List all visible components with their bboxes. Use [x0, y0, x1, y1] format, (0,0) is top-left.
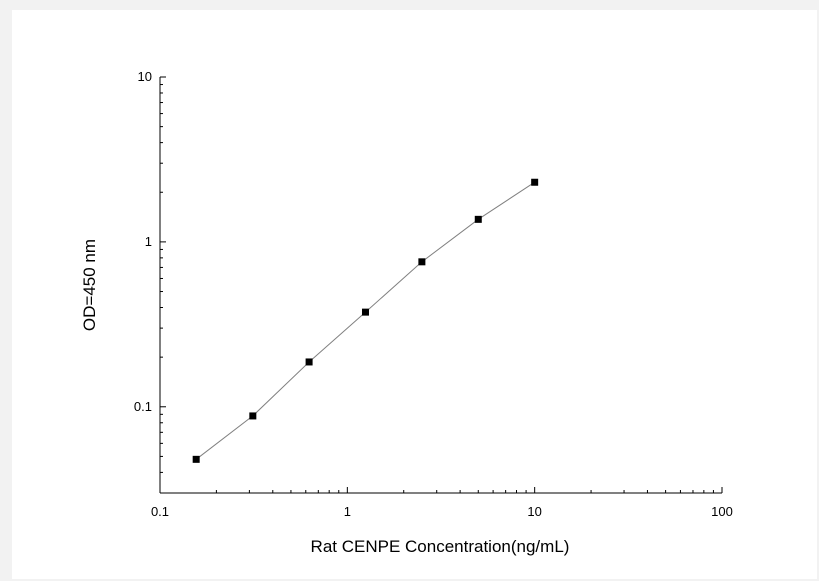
- y-tick-label: 0.1: [134, 399, 152, 414]
- x-tick-label: 0.1: [151, 504, 169, 519]
- tick-labels: 0.1 1 10 100 0.1 1 10: [134, 69, 733, 519]
- y-axis-title: OD=450 nm: [80, 239, 99, 331]
- data-point-marker: [305, 358, 313, 366]
- data-point-marker: [474, 215, 482, 223]
- data-point-marker: [531, 178, 539, 186]
- y-tick-label: 1: [145, 234, 152, 249]
- fit-line: [195, 181, 535, 460]
- data-point-marker: [249, 412, 257, 420]
- x-axis-title: Rat CENPE Concentration(ng/mL): [311, 537, 570, 556]
- data-point-marker: [418, 258, 426, 266]
- data-point-marker: [361, 308, 369, 316]
- x-tick-label: 1: [344, 504, 351, 519]
- chart-frame: [12, 10, 817, 579]
- x-tick-label: 100: [711, 504, 733, 519]
- x-tick-label: 10: [527, 504, 541, 519]
- fit-curve: [195, 181, 535, 460]
- y-tick-label: 10: [138, 69, 152, 84]
- data-point-marker: [192, 455, 200, 463]
- data-points: [192, 178, 539, 463]
- axes: [159, 76, 723, 494]
